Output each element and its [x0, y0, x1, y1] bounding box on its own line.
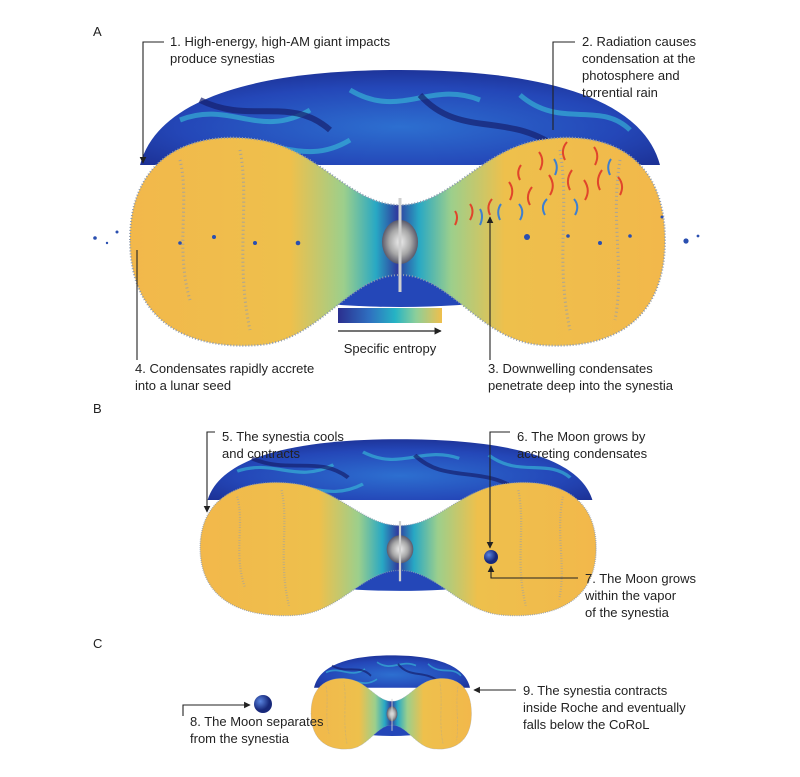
leader-8 [182, 701, 251, 716]
midplane-condensates [93, 215, 700, 246]
label-4: 4. Condensates rapidly accrete into a lun… [135, 361, 314, 393]
moon-c [254, 695, 272, 713]
leader-1 [139, 41, 164, 164]
synestia-c [309, 654, 473, 751]
synestia-a [93, 70, 700, 346]
label-5: 5. The synestia cools and contracts [222, 429, 344, 461]
label-3: 3. Downwelling condensates penetrate deep… [488, 361, 674, 393]
leader-6 [486, 431, 510, 549]
label-1: 1. High-energy, high-AM giant impacts pro… [170, 34, 391, 66]
leader-7 [487, 565, 578, 579]
entropy-colorbar [338, 308, 442, 323]
leader-2 [552, 41, 575, 130]
panel-label-b: B [93, 401, 102, 416]
label-6: 6. The Moon grows by accreting condensate… [517, 429, 648, 461]
torrential-rain [454, 141, 624, 226]
panel-label-c: C [93, 636, 102, 651]
leader-5 [203, 431, 215, 513]
colorbar-label: Specific entropy [344, 341, 437, 356]
rain-blue [479, 158, 612, 226]
moon-b [484, 550, 498, 564]
label-9: 9. The synestia contracts inside Roche an… [523, 683, 686, 732]
synestia-b [200, 439, 596, 615]
panel-label-a: A [93, 24, 102, 39]
label-8: 8. The Moon separates from the synestia [190, 714, 324, 746]
label-2: 2. Radiation causes condensation at the ph… [582, 34, 697, 100]
label-7: 7. The Moon grows within the vapor of the … [584, 571, 697, 620]
